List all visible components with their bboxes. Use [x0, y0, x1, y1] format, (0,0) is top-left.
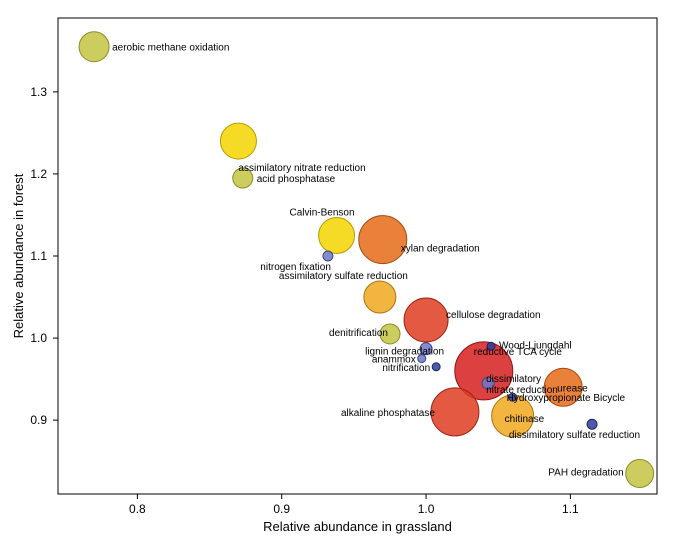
data-point [323, 251, 333, 261]
point-label: PAH degradation [548, 467, 623, 478]
data-point [432, 363, 440, 371]
y-tick-label: 1.0 [30, 331, 47, 345]
data-point [431, 388, 479, 436]
data-point [404, 298, 448, 342]
data-point [79, 32, 109, 62]
point-label: Calvin-Benson [290, 207, 355, 218]
y-tick-label: 1.2 [30, 167, 47, 181]
data-point [220, 123, 256, 159]
y-tick-label: 1.1 [30, 249, 47, 263]
point-label: alkaline phosphatase [341, 408, 435, 419]
x-axis-label: Relative abundance in grassland [263, 519, 452, 534]
point-label: assimilatory sulfate reduction [279, 271, 408, 282]
point-label: denitrification [329, 328, 388, 339]
data-point [626, 459, 654, 487]
y-tick-label: 0.9 [30, 413, 47, 427]
point-label: xylan degradation [401, 244, 480, 255]
point-label: cellulose degradation [446, 310, 541, 321]
data-point [364, 281, 396, 313]
x-tick-label: 0.9 [273, 502, 290, 516]
point-label: nitrification [382, 363, 430, 374]
data-point [587, 419, 597, 429]
point-label: chitinase [505, 414, 545, 425]
data-point [319, 217, 355, 253]
scatter-chart: 0.8 0.9 1.0 1.1 Relative abundance in grassl… [0, 0, 675, 542]
point-label: reductive TCA cycle [474, 347, 563, 358]
y-tick-label: 1.3 [30, 85, 47, 99]
data-point [359, 216, 407, 264]
point-label: dissimilatory sulfate reduction [509, 430, 640, 441]
point-label: Hydroxypropionate Bicycle [507, 393, 626, 404]
x-tick-label: 1.0 [418, 502, 435, 516]
y-axis-label: Relative abundance in forest [11, 173, 26, 338]
point-label: acid phosphatase [257, 174, 336, 185]
point-label: assimilatory nitrate reduction [238, 163, 365, 174]
x-tick-label: 1.1 [562, 502, 579, 516]
point-label: aerobic methane oxidation [112, 43, 229, 54]
x-tick-label: 0.8 [129, 502, 146, 516]
